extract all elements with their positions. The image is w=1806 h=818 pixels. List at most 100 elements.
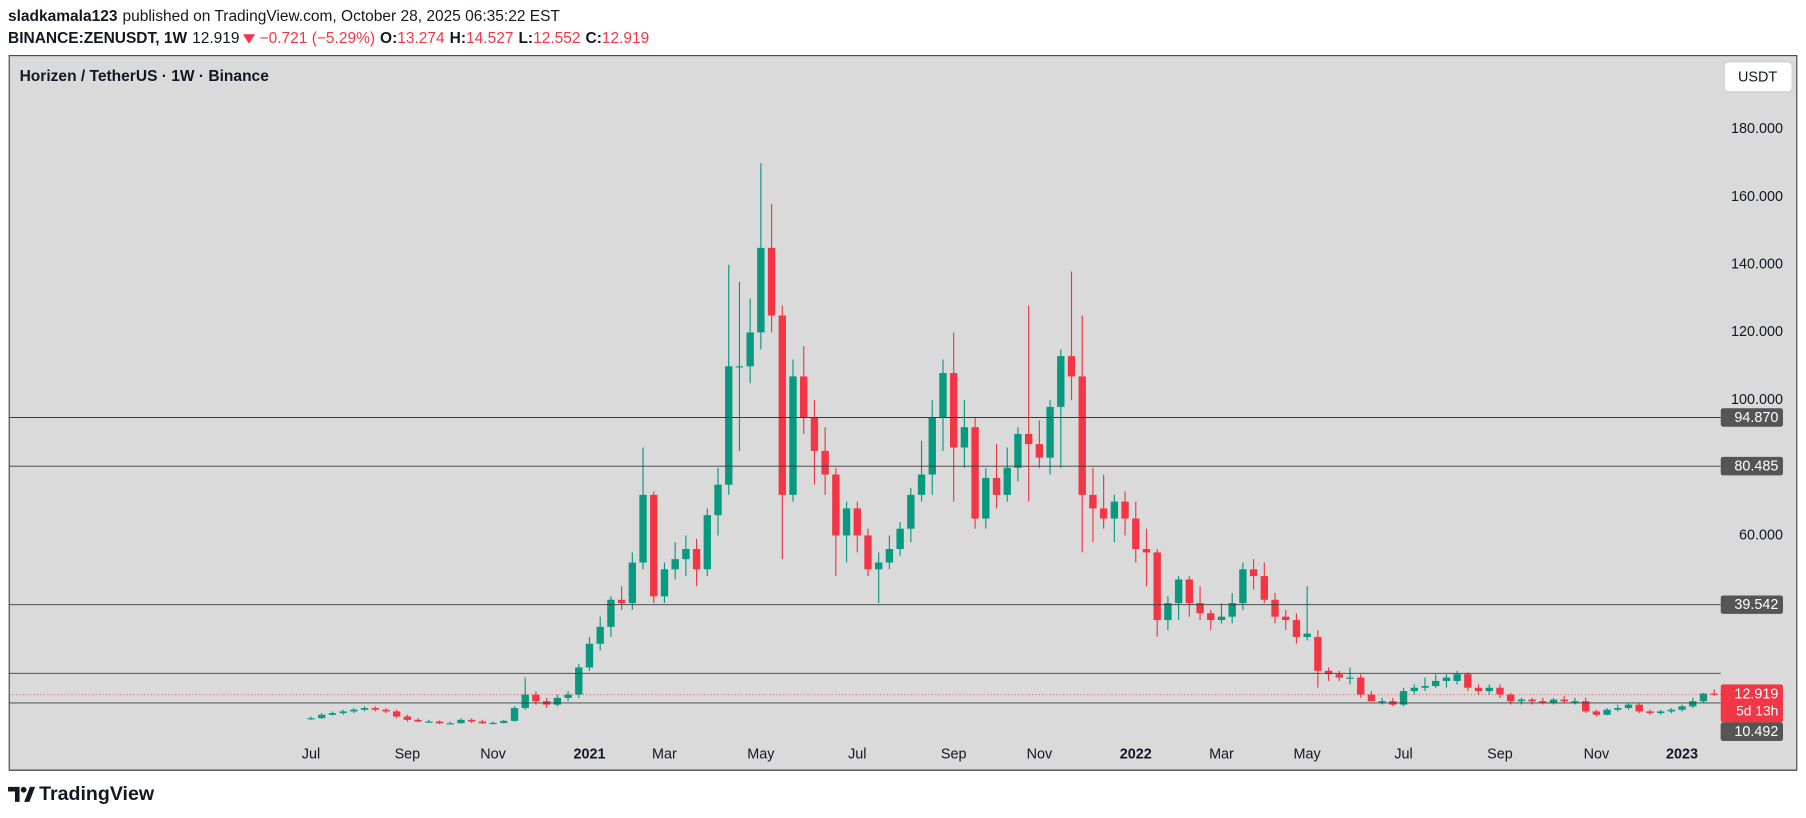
candle-body — [1560, 699, 1568, 702]
y-tick-label: 180.000 — [1731, 121, 1783, 137]
candle-body — [607, 599, 615, 627]
candle-body — [382, 709, 390, 712]
x-tick-label: Jul — [1394, 746, 1412, 762]
currency[interactable]: USDT — [1738, 69, 1777, 85]
candle-body — [1528, 699, 1536, 702]
candle-body — [1164, 603, 1172, 621]
candle-body — [1635, 704, 1643, 712]
level-label: 10.492 — [1734, 724, 1778, 740]
x-tick-label: Mar — [1209, 746, 1234, 762]
symbol: BINANCE:ZENUSDT, 1W — [8, 30, 188, 47]
candle-body — [521, 694, 529, 709]
publish-line: sladkamala123 published on TradingView.co… — [8, 6, 1806, 28]
candle-body — [457, 719, 465, 724]
level-label-box — [1720, 456, 1783, 476]
price-label-box — [1720, 684, 1783, 723]
candle-body — [350, 709, 358, 712]
candle-body — [725, 366, 733, 485]
candle-body — [1185, 579, 1194, 604]
candle-body — [789, 376, 797, 495]
x-tick-label: May — [747, 746, 775, 762]
l-label: L: — [518, 30, 534, 47]
x-tick-label: 2021 — [573, 746, 605, 762]
candle-body — [628, 562, 637, 604]
header: sladkamala123 published on TradingView.co… — [0, 0, 1806, 55]
candle-body — [1367, 694, 1376, 702]
candle-body — [1142, 548, 1151, 553]
candle-body — [1464, 674, 1472, 688]
candle-body — [1506, 694, 1515, 702]
candle-body — [553, 697, 562, 705]
candle-body — [575, 667, 583, 695]
candle-body — [1410, 687, 1418, 692]
candle-body — [992, 477, 1001, 495]
candle-body — [1003, 467, 1011, 495]
candle-body — [1260, 576, 1269, 600]
x-tick-label: Sep — [941, 746, 967, 762]
candle-body — [328, 713, 337, 715]
candle-body — [489, 722, 497, 725]
candle-body — [1699, 693, 1708, 702]
candle-body — [1603, 709, 1611, 715]
candle-body — [318, 714, 326, 719]
x-tick-label: Sep — [395, 746, 421, 762]
x-tick-label: Mar — [652, 746, 677, 762]
candle-body — [1614, 708, 1622, 710]
candle-body — [1078, 376, 1086, 495]
h-value: 14.527 — [466, 30, 514, 47]
candle-body — [1442, 677, 1451, 681]
candle-body — [1539, 701, 1547, 703]
candle-body — [960, 427, 969, 448]
user: sladkamala123 — [8, 8, 118, 25]
y-tick-label: 160.000 — [1731, 189, 1783, 205]
x-tick-label: Sep — [1487, 746, 1513, 762]
candle-body — [392, 711, 401, 717]
candle-body — [1592, 711, 1601, 715]
candle-body — [832, 474, 840, 536]
x-tick-label: 2022 — [1120, 746, 1152, 762]
level-label: 80.485 — [1734, 459, 1778, 475]
candle-body — [1132, 518, 1140, 549]
candle-body — [617, 599, 626, 604]
candle-body — [1324, 670, 1333, 675]
y-tick-label: 100.000 — [1731, 392, 1783, 408]
candle-body — [414, 719, 422, 722]
candle-body — [1207, 613, 1215, 621]
candle-body — [564, 694, 572, 698]
candle-body — [800, 376, 808, 418]
candle-body — [703, 515, 711, 570]
candle-body — [1710, 693, 1718, 695]
candle-body — [1357, 677, 1365, 695]
o-label: O: — [380, 30, 398, 47]
candle-body — [853, 508, 861, 536]
x-tick-label: Jul — [848, 746, 866, 762]
candle-body — [1174, 579, 1183, 604]
currency-button[interactable] — [1723, 61, 1793, 93]
candle-body — [1057, 356, 1065, 407]
level-label-box — [1720, 595, 1783, 614]
x-tick-label: 2023 — [1666, 746, 1698, 762]
candle-body — [1153, 552, 1161, 621]
candle-body — [971, 427, 979, 519]
candle-body — [1228, 603, 1236, 617]
candle-body — [875, 562, 883, 570]
chart: Horizen / TetherUS · 1W · Binance USDT T… — [8, 55, 1798, 805]
level-label-box — [1720, 408, 1783, 427]
candle-body — [1099, 508, 1108, 519]
candle-body — [478, 721, 487, 724]
candle-body — [532, 694, 540, 702]
candle-body — [425, 721, 433, 723]
price-label: 12.919 — [1734, 687, 1778, 703]
candle-body — [1624, 704, 1633, 709]
candle-body — [1678, 706, 1686, 710]
candle-body — [1421, 686, 1429, 688]
chart-frame — [8, 55, 1798, 771]
published: published on TradingView.com, October 28… — [122, 8, 560, 25]
candle-body — [1239, 569, 1247, 604]
candle-body — [896, 528, 904, 549]
countdown: 5d 13h — [1736, 703, 1778, 719]
o-value: 13.274 — [397, 30, 445, 47]
level-label-box — [1720, 722, 1783, 741]
candle-body — [1378, 701, 1386, 703]
candle-body — [671, 559, 679, 570]
